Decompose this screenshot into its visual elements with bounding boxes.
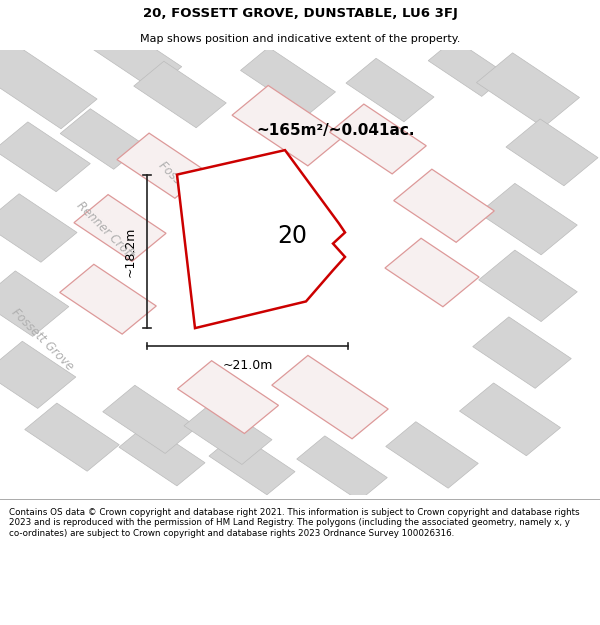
- Text: 20: 20: [277, 224, 307, 248]
- Polygon shape: [60, 109, 144, 169]
- Polygon shape: [209, 433, 295, 495]
- Polygon shape: [428, 39, 508, 96]
- Polygon shape: [82, 19, 182, 90]
- Polygon shape: [0, 271, 69, 336]
- Polygon shape: [297, 436, 387, 501]
- Polygon shape: [479, 250, 577, 322]
- Polygon shape: [479, 183, 577, 255]
- Polygon shape: [0, 122, 90, 192]
- Polygon shape: [25, 403, 119, 471]
- Polygon shape: [346, 58, 434, 122]
- Text: Fossett Grove: Fossett Grove: [155, 159, 223, 226]
- Polygon shape: [117, 133, 207, 198]
- Polygon shape: [394, 169, 494, 242]
- Text: Contains OS data © Crown copyright and database right 2021. This information is : Contains OS data © Crown copyright and d…: [9, 508, 580, 538]
- Polygon shape: [232, 86, 344, 166]
- Polygon shape: [0, 194, 77, 262]
- Polygon shape: [506, 119, 598, 186]
- Text: ~165m²/~0.041ac.: ~165m²/~0.041ac.: [257, 122, 415, 138]
- Text: Map shows position and indicative extent of the property.: Map shows position and indicative extent…: [140, 34, 460, 44]
- Polygon shape: [60, 264, 156, 334]
- Polygon shape: [177, 150, 345, 328]
- Polygon shape: [184, 401, 272, 464]
- Text: Renner Croft: Renner Croft: [74, 199, 136, 261]
- Polygon shape: [460, 383, 560, 456]
- Polygon shape: [476, 53, 580, 128]
- Polygon shape: [0, 341, 76, 408]
- Polygon shape: [241, 48, 335, 115]
- Text: ~18.2m: ~18.2m: [124, 226, 137, 276]
- Polygon shape: [134, 61, 226, 127]
- Polygon shape: [272, 356, 388, 439]
- Text: ~21.0m: ~21.0m: [223, 359, 272, 372]
- Polygon shape: [473, 317, 571, 388]
- Polygon shape: [119, 424, 205, 486]
- Polygon shape: [386, 422, 478, 488]
- Polygon shape: [103, 385, 197, 453]
- Polygon shape: [74, 194, 166, 261]
- Polygon shape: [0, 34, 97, 129]
- Text: Fossett Grove: Fossett Grove: [8, 306, 76, 373]
- Polygon shape: [385, 238, 479, 307]
- Polygon shape: [178, 361, 278, 434]
- Text: 20, FOSSETT GROVE, DUNSTABLE, LU6 3FJ: 20, FOSSETT GROVE, DUNSTABLE, LU6 3FJ: [143, 8, 457, 21]
- Polygon shape: [330, 104, 426, 174]
